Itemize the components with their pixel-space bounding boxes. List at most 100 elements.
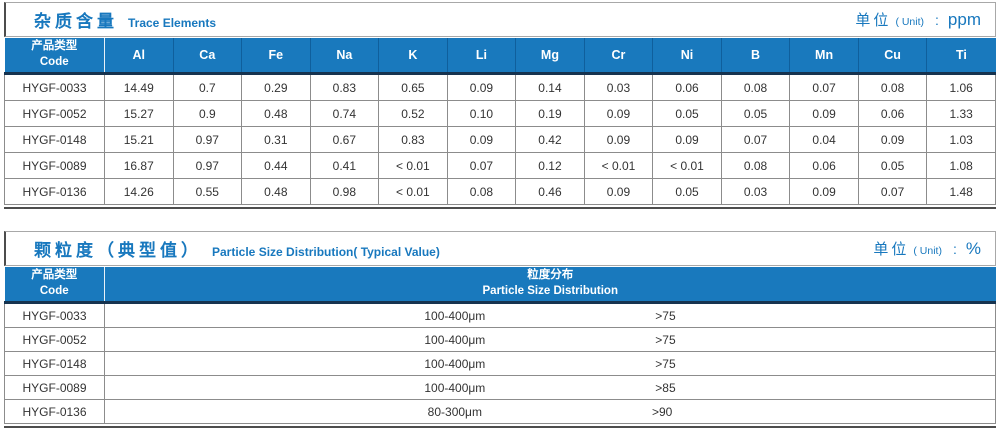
element-value-cell: 0.07: [720, 126, 791, 153]
header-dist-zh: 粒度分布: [527, 269, 574, 282]
size-range-value: 80-300μm: [427, 404, 482, 419]
particle-size-section: 颗粒度（典型值） Particle Size Distribution( Typ…: [4, 231, 996, 428]
psd-title-en: Particle Size Distribution( Typical Valu…: [212, 245, 440, 259]
element-value-cell: 0.08: [720, 73, 791, 101]
element-value-cell: 14.49: [104, 73, 174, 101]
size-range-value: 100-400μm: [424, 380, 486, 395]
header-element-al: Al: [104, 38, 174, 75]
percent-value: >75: [655, 308, 676, 323]
header-product-code: 产品类型 Code: [4, 267, 105, 304]
distribution-cell: 100-400μm >85: [104, 375, 996, 400]
element-value-cell: 0.65: [378, 73, 448, 101]
product-code-cell: HYGF-0136: [4, 178, 105, 205]
element-value-cell: 0.06: [857, 100, 928, 127]
element-value-cell: 0.14: [515, 73, 585, 101]
element-value-cell: 0.83: [309, 73, 380, 101]
element-value-cell: 0.67: [309, 126, 380, 153]
psd-title-zh: 颗粒度（典型值）: [34, 241, 202, 260]
product-code-cell: HYGF-0089: [4, 152, 105, 179]
element-value-cell: 1.03: [926, 126, 996, 153]
trace-elements-section: 杂质含量 Trace Elements 单位 ( Unit) : ppm 产品类…: [4, 2, 996, 209]
header-element-na: Na: [310, 38, 380, 75]
psd-row: HYGF-0148 100-400μm >75: [4, 351, 996, 376]
header-element-k: K: [378, 38, 448, 75]
element-value-cell: 0.29: [241, 73, 311, 101]
trace-elements-title: 杂质含量 Trace Elements: [34, 7, 216, 32]
element-value-cell: 0.48: [241, 178, 311, 205]
element-value-cell: 15.21: [104, 126, 174, 153]
distribution-cell: 100-400μm >75: [104, 327, 996, 352]
trace-elements-table-wrap: 产品类型 Code Al Ca Fe Na K Li Mg Cr Ni B Mn: [4, 38, 996, 209]
trace-elements-titlebar: 杂质含量 Trace Elements 单位 ( Unit) : ppm: [4, 2, 996, 37]
product-code-cell: HYGF-0089: [4, 375, 105, 400]
header-code-en: Code: [39, 56, 69, 68]
element-value-cell: 0.05: [652, 100, 722, 127]
element-value-cell: 14.26: [104, 178, 174, 205]
element-value-cell: 0.08: [857, 73, 928, 101]
trace-unit-label: 单位 ( Unit) : ppm: [855, 9, 981, 30]
product-code-cell: HYGF-0136: [4, 399, 105, 424]
element-value-cell: 0.05: [857, 152, 928, 179]
element-value-cell: 0.07: [857, 178, 928, 205]
trace-title-zh: 杂质含量: [34, 12, 118, 31]
element-value-cell: 0.05: [652, 178, 722, 205]
psd-header-row: 产品类型 Code 粒度分布 Particle Size Distributio…: [4, 267, 996, 304]
trace-row: HYGF-0052 15.27 0.9 0.48 0.74 0.52 0.10 0.19 0.0…: [4, 100, 996, 127]
element-value-cell: 0.46: [515, 178, 585, 205]
header-dist-en: Particle Size Distribution: [482, 285, 618, 297]
header-product-code: 产品类型 Code: [4, 38, 105, 75]
element-value-cell: 0.7: [172, 73, 243, 101]
element-value-cell: 0.10: [446, 100, 517, 127]
header-code-zh: 产品类型: [31, 40, 78, 53]
element-value-cell: 1.48: [926, 178, 996, 205]
unit-value: %: [965, 239, 981, 258]
element-value-cell: 0.09: [652, 126, 722, 153]
psd-row: HYGF-0089 100-400μm >85: [4, 375, 996, 400]
element-value-cell: 0.08: [446, 178, 517, 205]
header-element-mn: Mn: [789, 38, 859, 75]
psd-unit-label: 单位 ( Unit) : %: [873, 238, 981, 259]
product-code-cell: HYGF-0033: [4, 302, 105, 328]
element-value-cell: 0.09: [789, 100, 859, 127]
element-value-cell: 0.03: [583, 73, 654, 101]
particle-size-table: 产品类型 Code 粒度分布 Particle Size Distributio…: [4, 267, 996, 424]
header-element-b: B: [721, 38, 791, 75]
trace-row: HYGF-0136 14.26 0.55 0.48 0.98 < 0.01 0.08 0.46…: [4, 178, 996, 205]
element-value-cell: 0.98: [309, 178, 380, 205]
element-value-cell: 0.09: [583, 100, 654, 127]
product-code-cell: HYGF-0052: [4, 327, 105, 352]
element-value-cell: 0.09: [446, 73, 517, 101]
element-value-cell: < 0.01: [652, 152, 722, 179]
percent-value: >75: [655, 332, 676, 347]
trace-row: HYGF-0089 16.87 0.97 0.44 0.41 < 0.01 0.07 0.12…: [4, 152, 996, 179]
element-value-cell: 1.08: [926, 152, 996, 179]
distribution-cell: 100-400μm >75: [104, 302, 996, 328]
percent-value: >90: [651, 404, 673, 419]
psd-row: HYGF-0033 100-400μm >75: [4, 302, 996, 328]
element-value-cell: 0.74: [309, 100, 380, 127]
element-value-cell: 16.87: [104, 152, 174, 179]
element-value-cell: 0.41: [309, 152, 380, 179]
percent-value: >85: [655, 380, 676, 395]
element-value-cell: 0.48: [241, 100, 311, 127]
element-value-cell: 0.83: [378, 126, 448, 153]
particle-size-table-wrap: 产品类型 Code 粒度分布 Particle Size Distributio…: [4, 267, 996, 428]
element-value-cell: 0.97: [172, 152, 243, 179]
element-value-cell: 0.31: [241, 126, 311, 153]
unit-value: ppm: [947, 10, 981, 29]
element-value-cell: 15.27: [104, 100, 174, 127]
distribution-cell: 80-300μm >90: [104, 399, 996, 424]
trace-row: HYGF-0033 14.49 0.7 0.29 0.83 0.65 0.09 0.14 0.0…: [4, 73, 996, 101]
element-value-cell: 0.9: [172, 100, 243, 127]
element-value-cell: 0.19: [515, 100, 585, 127]
particle-size-title: 颗粒度（典型值） Particle Size Distribution( Typ…: [34, 236, 440, 261]
element-value-cell: 0.08: [720, 152, 791, 179]
element-value-cell: 0.05: [720, 100, 791, 127]
element-value-cell: 0.06: [789, 152, 859, 179]
element-value-cell: 0.42: [515, 126, 585, 153]
element-value-cell: 0.52: [378, 100, 448, 127]
unit-colon: :: [952, 241, 957, 257]
size-range-value: 100-400μm: [424, 308, 486, 323]
element-value-cell: 1.33: [926, 100, 996, 127]
